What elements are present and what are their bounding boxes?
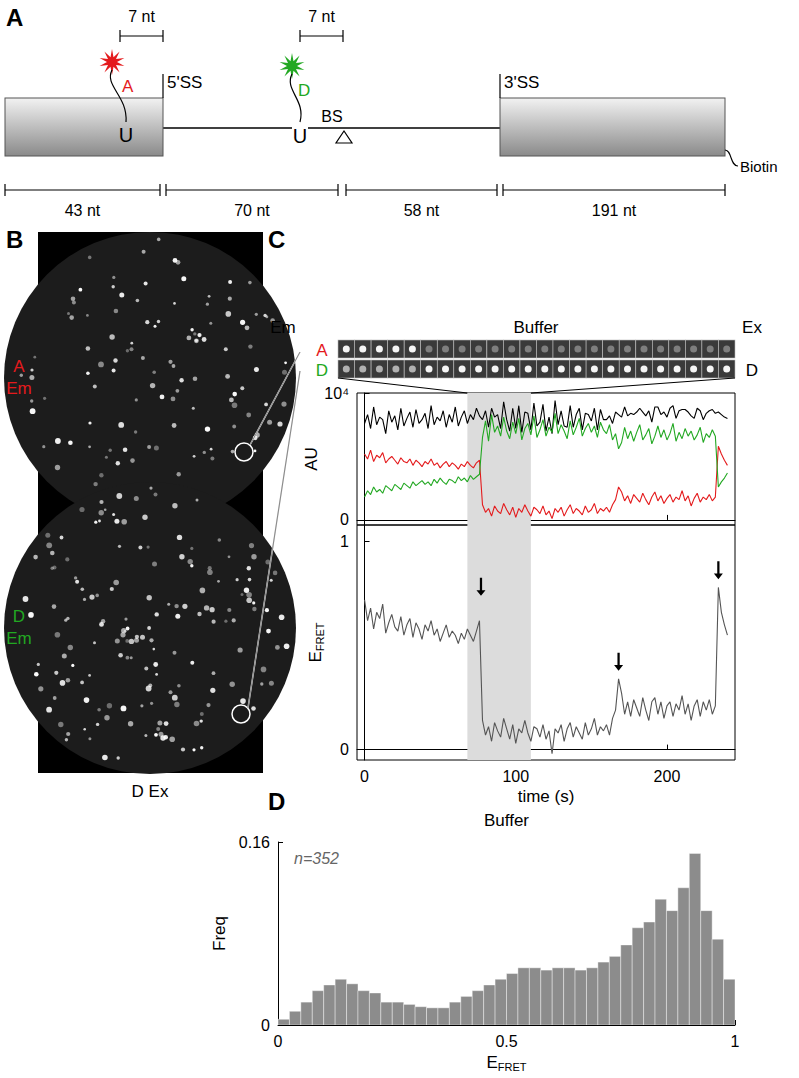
svg-text:Em: Em — [270, 318, 296, 337]
svg-text:U: U — [119, 124, 133, 146]
svg-text:Em: Em — [6, 629, 32, 648]
svg-text:U: U — [293, 125, 307, 147]
svg-text:BS: BS — [321, 108, 342, 125]
svg-text:D: D — [13, 607, 25, 626]
svg-text:C: C — [268, 226, 285, 253]
svg-text:Buffer: Buffer — [513, 318, 558, 337]
svg-text:Em: Em — [6, 379, 32, 398]
svg-text:Freq: Freq — [210, 916, 229, 951]
svg-text:58 nt: 58 nt — [404, 202, 440, 219]
svg-text:D Ex: D Ex — [132, 782, 169, 801]
svg-text:A: A — [122, 77, 134, 96]
svg-text:7 nt: 7 nt — [308, 8, 335, 25]
svg-text:E: E — [486, 1053, 497, 1072]
svg-text:AU: AU — [302, 447, 321, 471]
svg-text:5'SS: 5'SS — [167, 73, 202, 92]
svg-text:100: 100 — [502, 768, 529, 785]
svg-text:0: 0 — [340, 741, 349, 758]
svg-text:Biotin: Biotin — [740, 158, 778, 175]
svg-text:time (s): time (s) — [518, 787, 575, 806]
svg-text:A: A — [316, 341, 328, 360]
svg-text:1: 1 — [340, 533, 349, 550]
svg-text:0.5: 0.5 — [495, 1033, 517, 1050]
svg-text:200: 200 — [654, 768, 681, 785]
svg-text:D: D — [298, 81, 310, 100]
svg-text:n=352: n=352 — [294, 850, 339, 867]
svg-text:A: A — [13, 357, 25, 376]
svg-text:A: A — [6, 4, 23, 31]
svg-text:D: D — [316, 361, 328, 380]
svg-text:Ex: Ex — [742, 318, 762, 337]
svg-text:43 nt: 43 nt — [65, 202, 101, 219]
svg-text:FRET: FRET — [498, 1061, 527, 1073]
svg-text:7 nt: 7 nt — [128, 8, 155, 25]
svg-text:E: E — [306, 651, 325, 662]
svg-text:Buffer: Buffer — [484, 811, 529, 830]
svg-text:3'SS: 3'SS — [504, 73, 539, 92]
svg-text:0: 0 — [360, 768, 369, 785]
svg-text:D: D — [268, 788, 285, 815]
svg-text:0: 0 — [274, 1033, 283, 1050]
svg-text:191 nt: 191 nt — [592, 202, 637, 219]
svg-text:FRET: FRET — [314, 622, 326, 651]
svg-text:B: B — [6, 226, 23, 253]
svg-text:0.16: 0.16 — [239, 834, 270, 851]
svg-text:D: D — [746, 361, 758, 380]
svg-text:1: 1 — [731, 1033, 740, 1050]
svg-text:10⁴: 10⁴ — [324, 385, 349, 402]
svg-text:0: 0 — [261, 1017, 270, 1034]
svg-text:0: 0 — [340, 511, 349, 528]
svg-text:70 nt: 70 nt — [234, 202, 270, 219]
